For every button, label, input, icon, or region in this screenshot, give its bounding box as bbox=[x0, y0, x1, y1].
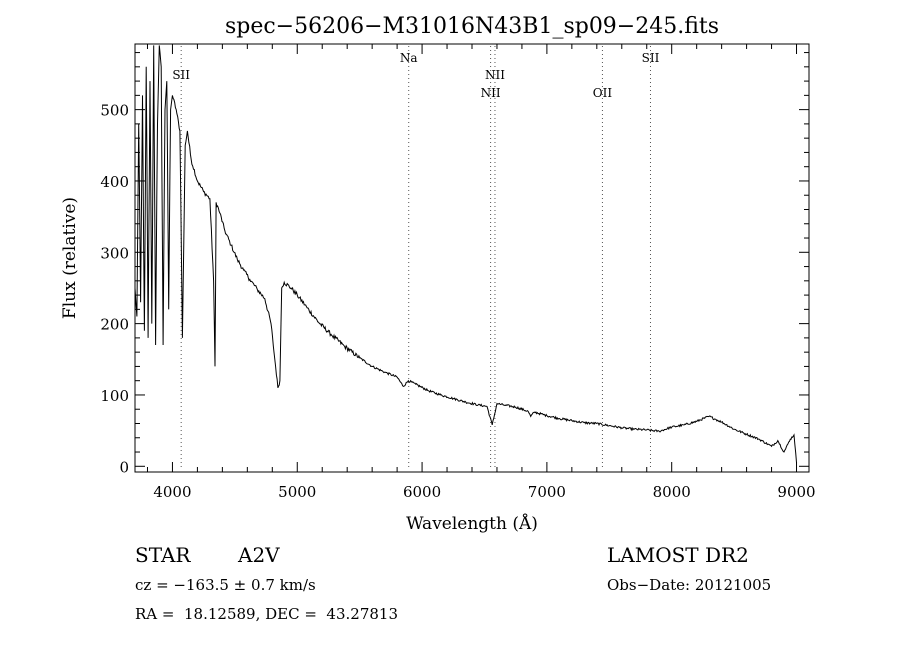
y-tick-label: 300 bbox=[100, 244, 129, 262]
y-tick-label: 200 bbox=[100, 316, 129, 334]
x-tick-label: 4000 bbox=[153, 483, 191, 501]
x-tick-label: 7000 bbox=[528, 483, 566, 501]
x-tick-label: 9000 bbox=[777, 483, 815, 501]
y-tick-label: 100 bbox=[100, 387, 129, 405]
object-class: STAR bbox=[135, 543, 191, 567]
observation-date: Obs−Date: 20121005 bbox=[607, 576, 772, 594]
emission-line-markers: SII Na NII NII OII SII bbox=[172, 46, 660, 470]
spectrum-series-line bbox=[134, 45, 797, 463]
x-axis-label: Wavelength (Å) bbox=[406, 513, 538, 534]
line-marker-label: NII bbox=[481, 86, 501, 100]
object-subclass: A2V bbox=[238, 543, 280, 567]
survey-name: LAMOST DR2 bbox=[607, 543, 749, 567]
y-tick-label: 400 bbox=[100, 173, 129, 191]
coordinates: RA = 18.12589, DEC = 43.27813 bbox=[135, 605, 399, 623]
line-marker-label: SII bbox=[642, 51, 660, 65]
line-marker-label: OII bbox=[593, 86, 613, 100]
y-axis-label: Flux (relative) bbox=[60, 197, 80, 319]
line-marker-label: SII bbox=[172, 68, 190, 82]
redshift-velocity: cz = −163.5 ± 0.7 km/s bbox=[135, 576, 316, 594]
y-tick-label: 0 bbox=[119, 458, 129, 476]
x-tick-label: 5000 bbox=[278, 483, 316, 501]
y-tick-label: 500 bbox=[100, 102, 129, 120]
x-tick-label: 8000 bbox=[653, 483, 691, 501]
plot-frame bbox=[134, 43, 810, 473]
line-marker-label: NII bbox=[485, 68, 505, 82]
x-tick-label: 6000 bbox=[403, 483, 441, 501]
axis-ticks: 4000 5000 6000 7000 8000 9000 0 100 200 300 400 500 bbox=[100, 44, 816, 501]
line-marker-label: Na bbox=[400, 51, 418, 65]
chart-title: spec−56206−M31016N43B1_sp09−245.fits bbox=[225, 14, 719, 39]
